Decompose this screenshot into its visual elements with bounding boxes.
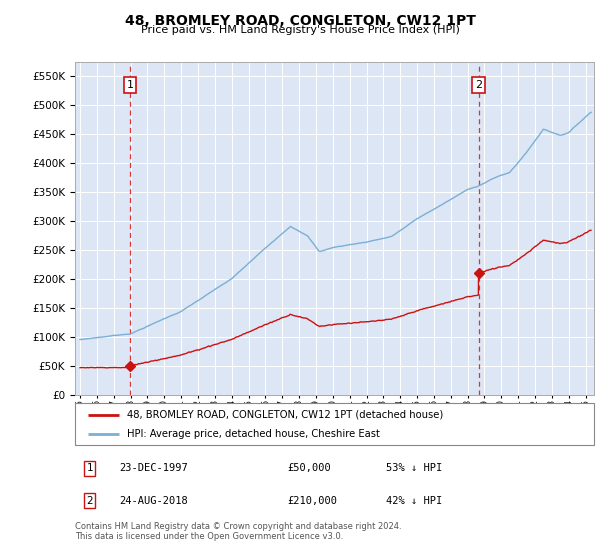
Text: 53% ↓ HPI: 53% ↓ HPI: [386, 464, 443, 473]
Text: Price paid vs. HM Land Registry's House Price Index (HPI): Price paid vs. HM Land Registry's House …: [140, 25, 460, 35]
Text: £50,000: £50,000: [288, 464, 332, 473]
Text: 1: 1: [86, 464, 93, 473]
Text: 23-DEC-1997: 23-DEC-1997: [119, 464, 188, 473]
Text: 24-AUG-2018: 24-AUG-2018: [119, 496, 188, 506]
FancyBboxPatch shape: [75, 403, 594, 445]
Text: £210,000: £210,000: [288, 496, 338, 506]
Text: 2: 2: [475, 80, 482, 90]
Text: 42% ↓ HPI: 42% ↓ HPI: [386, 496, 443, 506]
Text: HPI: Average price, detached house, Cheshire East: HPI: Average price, detached house, Ches…: [127, 429, 380, 439]
Text: Contains HM Land Registry data © Crown copyright and database right 2024.
This d: Contains HM Land Registry data © Crown c…: [75, 522, 401, 542]
Text: 2: 2: [86, 496, 93, 506]
Text: 1: 1: [127, 80, 134, 90]
Text: 48, BROMLEY ROAD, CONGLETON, CW12 1PT: 48, BROMLEY ROAD, CONGLETON, CW12 1PT: [125, 14, 475, 28]
Text: 48, BROMLEY ROAD, CONGLETON, CW12 1PT (detached house): 48, BROMLEY ROAD, CONGLETON, CW12 1PT (d…: [127, 409, 443, 419]
